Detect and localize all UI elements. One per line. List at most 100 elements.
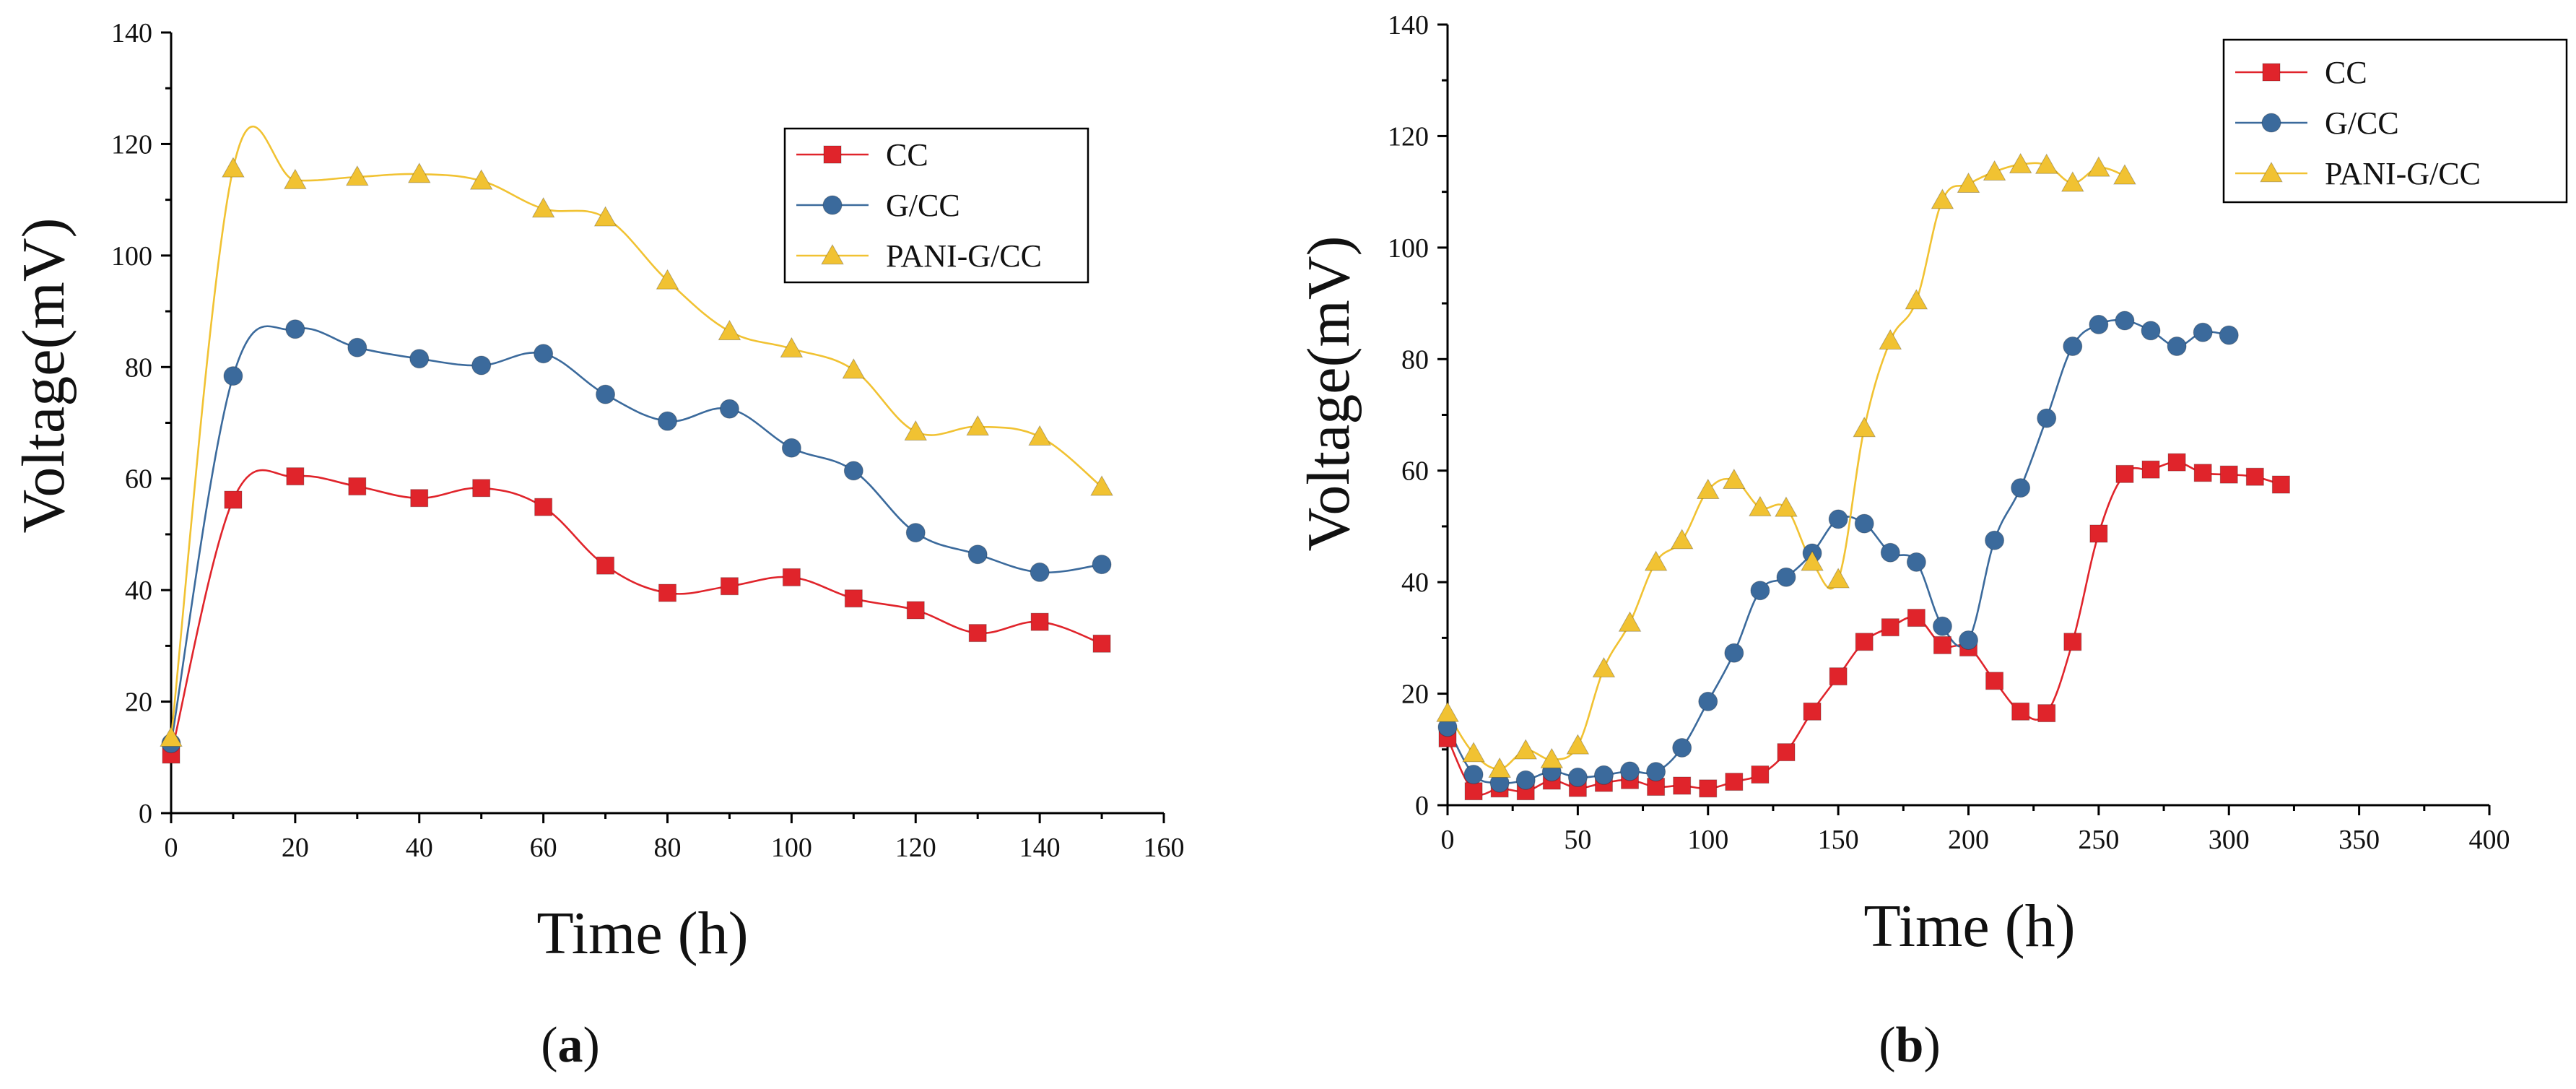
panel-a-plot-area: 0 20 40 60 80 100 120 140 0 20 40 60 80 100 120 140 160 bbox=[111, 18, 1185, 863]
panel-a-x-tick-label: 140 bbox=[1019, 833, 1061, 863]
panel-a-point-cc bbox=[472, 479, 491, 498]
panel-b-point-cc bbox=[1855, 633, 1874, 651]
panel-b-point-pani-g-cc bbox=[2061, 171, 2084, 192]
panel-b-y-tick-label: 80 bbox=[1401, 344, 1429, 375]
panel-b-legend-marker-g-cc bbox=[2261, 113, 2281, 133]
panel-a-point-pani-g-cc bbox=[1028, 425, 1051, 446]
panel-a-point-cc bbox=[658, 583, 676, 602]
panel-a-series-line-g-cc bbox=[170, 325, 1102, 744]
panel-b-point-pani-g-cc bbox=[2035, 153, 2058, 174]
panel-a-point-g-cc bbox=[967, 544, 988, 565]
panel-b-legend-label-cc: CC bbox=[2325, 55, 2367, 90]
panel-a-x-tick-label: 160 bbox=[1144, 833, 1185, 863]
panel-b-point-pani-g-cc bbox=[1670, 529, 1694, 550]
panel-b-point-cc bbox=[2219, 465, 2238, 484]
panel-b-plot-area: 0 20 40 60 80 100 120 140 0 50 100 150 200 250 300 350 4… bbox=[1388, 10, 2510, 855]
panel-a-point-pani-g-cc bbox=[160, 726, 183, 747]
panel-b-point-g-cc bbox=[1567, 767, 1588, 787]
panel-a-point-pani-g-cc bbox=[593, 206, 617, 227]
panel-b-point-g-cc bbox=[1776, 567, 1796, 587]
panel-b-point-g-cc bbox=[2089, 314, 2109, 334]
panel-b-y-tick-label: 0 bbox=[1415, 791, 1429, 821]
panel-a-point-pani-g-cc bbox=[222, 157, 245, 178]
panel-a-point-pani-g-cc bbox=[469, 169, 493, 190]
panel-b-point-g-cc bbox=[1593, 765, 1614, 785]
panel-b-point-g-cc bbox=[1672, 737, 1692, 758]
panel-a-y-axis-title: Voltage(mV) bbox=[10, 217, 77, 533]
panel-b-y-tick-label: 60 bbox=[1401, 456, 1429, 487]
panel-a-point-cc bbox=[1092, 634, 1111, 653]
panel-a-y-tick-label: 20 bbox=[125, 687, 152, 718]
panel-a-point-g-cc bbox=[781, 438, 801, 458]
panel-b-point-cc bbox=[1803, 702, 1822, 721]
panel-b-point-g-cc bbox=[2141, 321, 2161, 341]
panel-b-caption-letter: b bbox=[1896, 1018, 1924, 1073]
panel-b-point-g-cc bbox=[1880, 542, 1900, 563]
panel-b-legend-marker-cc bbox=[2262, 63, 2281, 82]
panel-a-point-cc bbox=[596, 556, 615, 575]
panel-b-point-pani-g-cc bbox=[1696, 478, 1720, 499]
panel-a-point-pani-g-cc bbox=[1090, 475, 1113, 496]
panel-a-caption-label: (a) bbox=[541, 1018, 600, 1073]
panel-a-caption-letter: a bbox=[558, 1018, 583, 1073]
panel-b-point-cc bbox=[1907, 609, 1926, 628]
panel-a-y-tick-label: 40 bbox=[125, 576, 152, 606]
panel-a-point-g-cc bbox=[409, 349, 430, 369]
panel-b-point-cc bbox=[1699, 779, 1718, 798]
panel-a-x-tick-label: 100 bbox=[771, 833, 812, 863]
panel-a-point-pani-g-cc bbox=[780, 337, 804, 358]
panel-b-series-line-g-cc bbox=[1446, 319, 2229, 784]
panel-a-x-tick-label: 40 bbox=[406, 833, 433, 863]
panel-b-legend-marker-pani-g-cc bbox=[2260, 161, 2283, 183]
panel-a-point-cc bbox=[906, 601, 925, 620]
panel-a-y-tick-label: 100 bbox=[111, 241, 152, 272]
panel-a-point-cc bbox=[534, 498, 553, 516]
panel-b-point-cc bbox=[1881, 618, 1900, 637]
panel-b-point-pani-g-cc bbox=[1749, 495, 1772, 516]
panel-b-legend: CC G/CC PANI-G/CC bbox=[2222, 38, 2568, 204]
panel-b-point-g-cc bbox=[2063, 337, 2083, 357]
panel-b-point-g-cc bbox=[1932, 616, 1952, 636]
panel-a-point-pani-g-cc bbox=[842, 358, 866, 379]
panel-b-point-pani-g-cc bbox=[1879, 329, 1902, 350]
panel-b-point-cc bbox=[1985, 672, 2004, 690]
panel-b-caption-close: ) bbox=[1923, 1018, 1940, 1073]
panel-b-point-pani-g-cc bbox=[1592, 656, 1616, 678]
panel-a-x-tick-label: 120 bbox=[895, 833, 936, 863]
panel-b-point-g-cc bbox=[1854, 513, 1874, 534]
panel-b-point-cc bbox=[2037, 704, 2056, 723]
panel-a-x-axis-title: Time (h) bbox=[536, 900, 748, 967]
panel-a-point-cc bbox=[410, 489, 429, 508]
panel-a-x-tick-label: 20 bbox=[282, 833, 309, 863]
panel-b-point-pani-g-cc bbox=[1488, 757, 1512, 778]
panel-b-point-g-cc bbox=[2167, 337, 2187, 357]
panel-b-caption-open: ( bbox=[1879, 1018, 1895, 1073]
panel-b-point-pani-g-cc bbox=[1722, 468, 1746, 490]
panel-a-caption-close: ) bbox=[583, 1018, 600, 1073]
panel-b-point-cc bbox=[2245, 467, 2264, 486]
panel-a-y-tick-label: 80 bbox=[125, 352, 152, 383]
panel-a-point-pani-g-cc bbox=[284, 168, 307, 189]
panel-b-point-pani-g-cc bbox=[1801, 550, 1824, 571]
panel-a-y-tick-label: 60 bbox=[125, 464, 152, 495]
panel-b-point-cc bbox=[1751, 765, 1770, 784]
panel-a-point-pani-g-cc bbox=[345, 165, 369, 186]
panel-b-legend-label-g-cc: G/CC bbox=[2325, 105, 2399, 141]
panel-b-point-pani-g-cc bbox=[1775, 496, 1798, 517]
panel-a-x-tick-label: 80 bbox=[654, 833, 682, 863]
panel-b-point-g-cc bbox=[2011, 478, 2031, 498]
panel-b-point-cc bbox=[1725, 773, 1744, 791]
panel-a-point-cc bbox=[968, 624, 987, 643]
panel-b-point-g-cc bbox=[1959, 630, 1978, 650]
panel-b-x-tick-label: 300 bbox=[2209, 825, 2250, 855]
panel-a-point-cc bbox=[720, 577, 739, 596]
panel-a-point-g-cc bbox=[285, 319, 305, 339]
panel-b-point-pani-g-cc bbox=[1983, 160, 2006, 181]
panel-b-point-pani-g-cc bbox=[2087, 156, 2110, 177]
panel-b-point-pani-g-cc bbox=[1436, 701, 1459, 722]
panel-a-point-pani-g-cc bbox=[531, 196, 555, 218]
panel-b-point-pani-g-cc bbox=[2113, 164, 2136, 185]
panel-a-point-g-cc bbox=[471, 355, 492, 376]
panel-b-point-cc bbox=[2115, 464, 2134, 483]
panel-b-y-tick-label: 40 bbox=[1401, 568, 1429, 598]
